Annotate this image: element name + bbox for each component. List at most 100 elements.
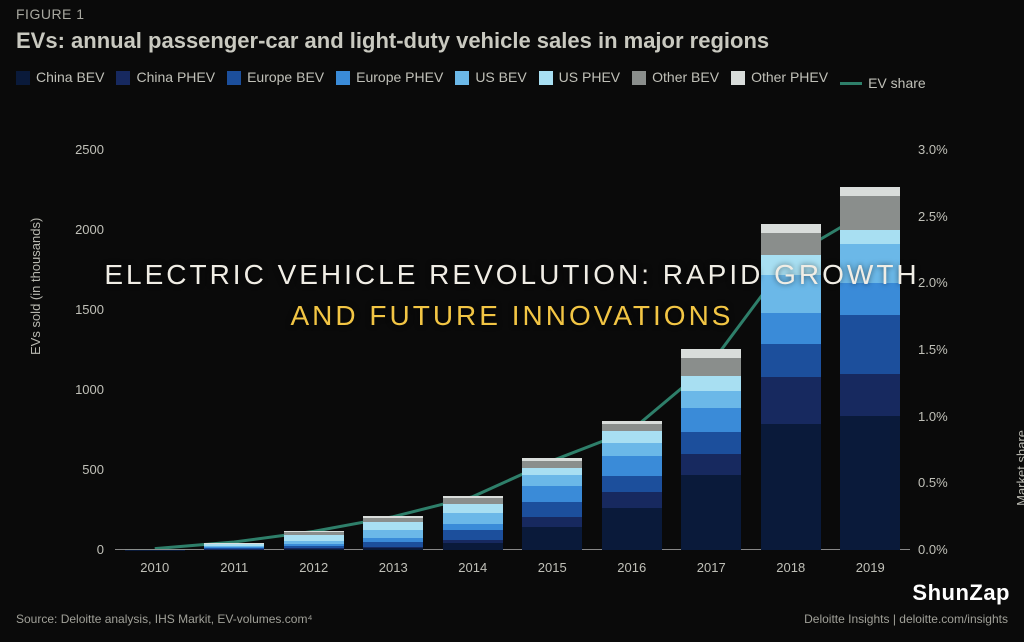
bar-segment-other_phev (602, 421, 662, 424)
bar-segment-china_phev (522, 517, 582, 527)
bar-segment-europe_bev (363, 542, 423, 547)
bar-segment-us_bev (761, 275, 821, 313)
bar-segment-us_phev (284, 535, 344, 541)
bar-segment-china_phev (840, 374, 900, 416)
y-left-tick: 2500 (64, 142, 104, 157)
credit-text: Deloitte Insights | deloitte.com/insight… (804, 612, 1008, 626)
legend-label: US BEV (475, 66, 526, 90)
bar-segment-europe_phev (602, 456, 662, 475)
bar-segment-europe_phev (761, 313, 821, 344)
bar-segment-us_phev (602, 431, 662, 443)
plot-area (115, 150, 910, 550)
bar-segment-us_bev (204, 546, 264, 548)
x-tick: 2014 (458, 560, 487, 575)
x-tick: 2013 (379, 560, 408, 575)
bar-segment-europe_bev (204, 548, 264, 549)
bar-segment-other_phev (363, 516, 423, 518)
legend-label: China BEV (36, 66, 104, 90)
legend-swatch (336, 71, 350, 85)
bar-segment-europe_bev (681, 432, 741, 454)
y-left-tick: 500 (64, 462, 104, 477)
bar-segment-europe_bev (522, 502, 582, 517)
x-tick: 2018 (776, 560, 805, 575)
bar-segment-china_phev (443, 540, 503, 543)
bar-segment-us_phev (443, 504, 503, 514)
legend-line-swatch (840, 82, 862, 85)
bar-segment-us_bev (363, 530, 423, 538)
bar-segment-china_bev (522, 527, 582, 550)
bar-segment-europe_phev (284, 544, 344, 546)
y-right-tick: 1.5% (918, 342, 968, 357)
watermark: ShunZap (912, 580, 1010, 606)
bar-segment-other_phev (443, 496, 503, 498)
legend-item: US BEV (455, 66, 526, 90)
x-tick: 2015 (538, 560, 567, 575)
bar-segment-us_phev (761, 255, 821, 275)
bar-segment-china_bev (204, 549, 264, 550)
bar-segment-europe_phev (522, 486, 582, 502)
y-right-tick: 3.0% (918, 142, 968, 157)
y-right-tick: 0.0% (918, 542, 968, 557)
bar-segment-other_bev (443, 498, 503, 504)
bar-segment-europe_bev (443, 530, 503, 540)
legend-swatch (632, 71, 646, 85)
bar-segment-other_bev (840, 196, 900, 230)
bar-segment-us_phev (840, 230, 900, 244)
legend-label: China PHEV (136, 66, 215, 90)
legend-swatch (539, 71, 553, 85)
bar-segment-us_phev (681, 376, 741, 391)
source-text: Source: Deloitte analysis, IHS Markit, E… (16, 612, 313, 626)
bar-segment-europe_phev (681, 408, 741, 432)
figure-label: FIGURE 1 (16, 6, 85, 22)
bar-segment-china_bev (363, 548, 423, 550)
y-axis-left-label: EVs sold (in thousands) (28, 218, 43, 355)
legend-label: EV share (868, 72, 926, 96)
bar-segment-other_bev (522, 461, 582, 467)
legend-item: Europe BEV (227, 66, 324, 90)
bar-segment-china_bev (840, 416, 900, 550)
x-tick: 2011 (220, 560, 248, 575)
bar-segment-china_bev (443, 543, 503, 550)
bar-segment-other_phev (681, 349, 741, 358)
x-tick: 2017 (697, 560, 726, 575)
legend-item: Europe PHEV (336, 66, 443, 90)
legend-swatch (227, 71, 241, 85)
bar-segment-china_bev (681, 475, 741, 550)
bar-segment-europe_bev (602, 476, 662, 493)
bar-segment-china_bev (602, 508, 662, 550)
y-axis-right-label: Market share (1014, 430, 1024, 506)
bar-segment-europe_bev (840, 315, 900, 374)
bar-segment-us_bev (284, 541, 344, 544)
bar-segment-us_phev (363, 522, 423, 530)
legend: China BEV China PHEV Europe BEV Europe PHEV… (16, 66, 1008, 95)
bar-segment-other_phev (522, 458, 582, 461)
bar-segment-china_bev (284, 548, 344, 550)
bar-segment-other_bev (761, 233, 821, 255)
legend-item: China BEV (16, 66, 104, 90)
x-tick: 2010 (140, 560, 169, 575)
bar-segment-other_bev (363, 518, 423, 523)
legend-swatch (455, 71, 469, 85)
bar-segment-other_bev (602, 424, 662, 430)
legend-item-line: EV share (840, 72, 926, 96)
bar-segment-europe_phev (363, 538, 423, 542)
bar-segment-other_bev (204, 543, 264, 544)
bar-segment-europe_bev (284, 546, 344, 548)
bar-segment-europe_phev (840, 283, 900, 315)
bar-segment-other_phev (284, 531, 344, 532)
legend-item: US PHEV (539, 66, 620, 90)
chart-title: EVs: annual passenger-car and light-duty… (16, 28, 769, 54)
y-left-tick: 1500 (64, 302, 104, 317)
legend-item: China PHEV (116, 66, 215, 90)
legend-label: Europe PHEV (356, 66, 443, 90)
legend-swatch (16, 71, 30, 85)
y-left-tick: 0 (64, 542, 104, 557)
legend-item: Other BEV (632, 66, 719, 90)
bar-segment-other_phev (840, 187, 900, 197)
x-tick: 2016 (617, 560, 646, 575)
bar-segment-us_bev (681, 391, 741, 408)
legend-label: Other PHEV (751, 66, 828, 90)
legend-swatch (116, 71, 130, 85)
bar-segment-europe_bev (761, 344, 821, 377)
legend-label: Other BEV (652, 66, 719, 90)
